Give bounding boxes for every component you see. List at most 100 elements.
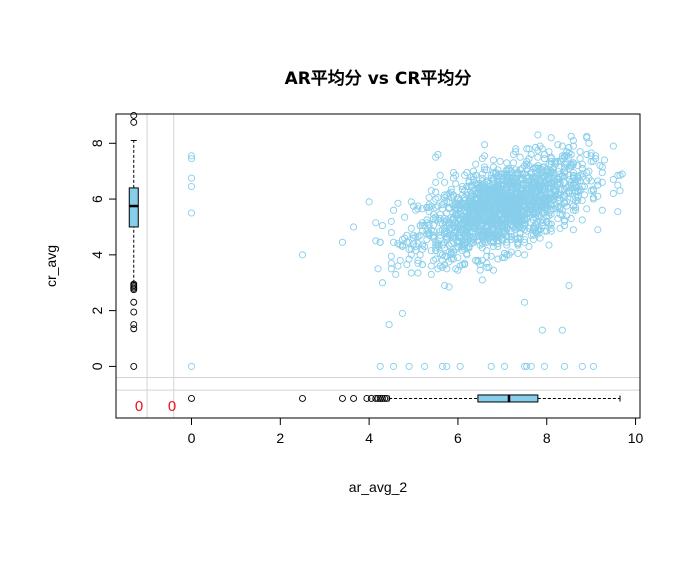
data-point xyxy=(461,171,469,179)
data-point xyxy=(527,362,535,370)
y-boxplot-outlier xyxy=(130,118,138,126)
data-point xyxy=(578,216,586,224)
data-point xyxy=(529,224,537,232)
data-point xyxy=(494,255,502,263)
data-point xyxy=(556,224,564,232)
data-point xyxy=(614,171,622,179)
y-tick-label: 4 xyxy=(89,251,105,259)
data-point xyxy=(463,223,471,231)
data-point xyxy=(549,166,557,174)
data-point xyxy=(523,157,531,165)
data-point xyxy=(578,164,586,172)
data-point xyxy=(507,182,515,191)
data-point xyxy=(563,212,571,220)
data-point xyxy=(483,177,491,185)
data-point xyxy=(494,242,502,251)
data-point xyxy=(432,247,440,255)
data-point xyxy=(441,230,449,238)
data-point xyxy=(494,181,502,189)
data-point xyxy=(478,226,486,234)
data-point xyxy=(478,155,486,163)
data-point xyxy=(523,160,531,168)
data-point xyxy=(423,216,431,224)
data-point xyxy=(587,177,595,185)
data-point xyxy=(405,238,413,246)
data-point xyxy=(374,265,382,273)
data-point xyxy=(507,227,515,235)
data-point xyxy=(427,187,435,195)
data-point xyxy=(481,141,489,149)
data-point xyxy=(538,209,546,217)
data-point xyxy=(436,249,444,257)
data-point xyxy=(547,227,555,235)
data-point xyxy=(441,178,449,186)
data-point xyxy=(516,153,524,161)
data-point xyxy=(614,208,622,216)
data-point xyxy=(469,167,478,175)
y-boxplot-outlier xyxy=(130,321,138,329)
data-point xyxy=(547,134,555,142)
data-point xyxy=(489,266,498,274)
y-boxplot-outlier xyxy=(130,362,138,370)
data-point xyxy=(481,187,489,195)
data-point xyxy=(405,362,413,370)
data-point xyxy=(483,199,491,207)
data-point xyxy=(572,206,580,214)
data-point xyxy=(560,192,569,200)
data-point xyxy=(412,247,420,255)
data-point xyxy=(505,173,513,181)
data-point xyxy=(476,266,484,274)
data-point xyxy=(416,231,424,239)
data-point xyxy=(485,208,493,216)
x-boxplot-outlier xyxy=(374,395,382,402)
data-point xyxy=(447,240,455,248)
data-point xyxy=(465,182,473,191)
data-point xyxy=(536,187,544,195)
data-point xyxy=(507,198,515,206)
data-point xyxy=(560,362,569,370)
x-tick-label: 8 xyxy=(543,430,551,446)
x-tick-label: 4 xyxy=(365,430,373,446)
data-point xyxy=(498,203,506,211)
data-point xyxy=(527,191,535,199)
data-point xyxy=(481,166,489,174)
data-point xyxy=(547,184,555,192)
data-point xyxy=(512,188,520,196)
data-point xyxy=(387,252,395,260)
data-point xyxy=(478,220,486,228)
data-point xyxy=(427,270,435,278)
data-point xyxy=(465,206,473,214)
data-point xyxy=(387,217,395,225)
data-point xyxy=(576,177,584,185)
data-point xyxy=(520,298,529,306)
data-point xyxy=(563,202,571,210)
data-point xyxy=(547,202,555,210)
data-point xyxy=(565,149,573,157)
x-boxplot-outlier xyxy=(350,395,358,402)
data-point xyxy=(463,228,471,237)
data-point xyxy=(447,194,455,202)
data-point xyxy=(534,146,542,154)
y-missing-count: 0 xyxy=(168,398,176,415)
data-point xyxy=(503,241,511,249)
data-point xyxy=(547,153,555,161)
data-point xyxy=(474,181,482,189)
data-point xyxy=(187,155,196,163)
data-point xyxy=(527,170,535,178)
data-point xyxy=(492,210,500,218)
data-point xyxy=(489,238,498,246)
data-point xyxy=(472,256,480,264)
data-point xyxy=(576,148,584,156)
data-point xyxy=(563,160,571,168)
data-point xyxy=(378,222,386,230)
data-point xyxy=(600,156,609,164)
data-point xyxy=(425,194,433,202)
data-point xyxy=(478,240,486,248)
data-point xyxy=(481,206,489,214)
data-point xyxy=(425,231,433,239)
data-point xyxy=(532,228,540,237)
data-point xyxy=(509,173,517,181)
data-point xyxy=(554,215,562,223)
data-point xyxy=(560,185,569,193)
data-point xyxy=(445,219,453,227)
